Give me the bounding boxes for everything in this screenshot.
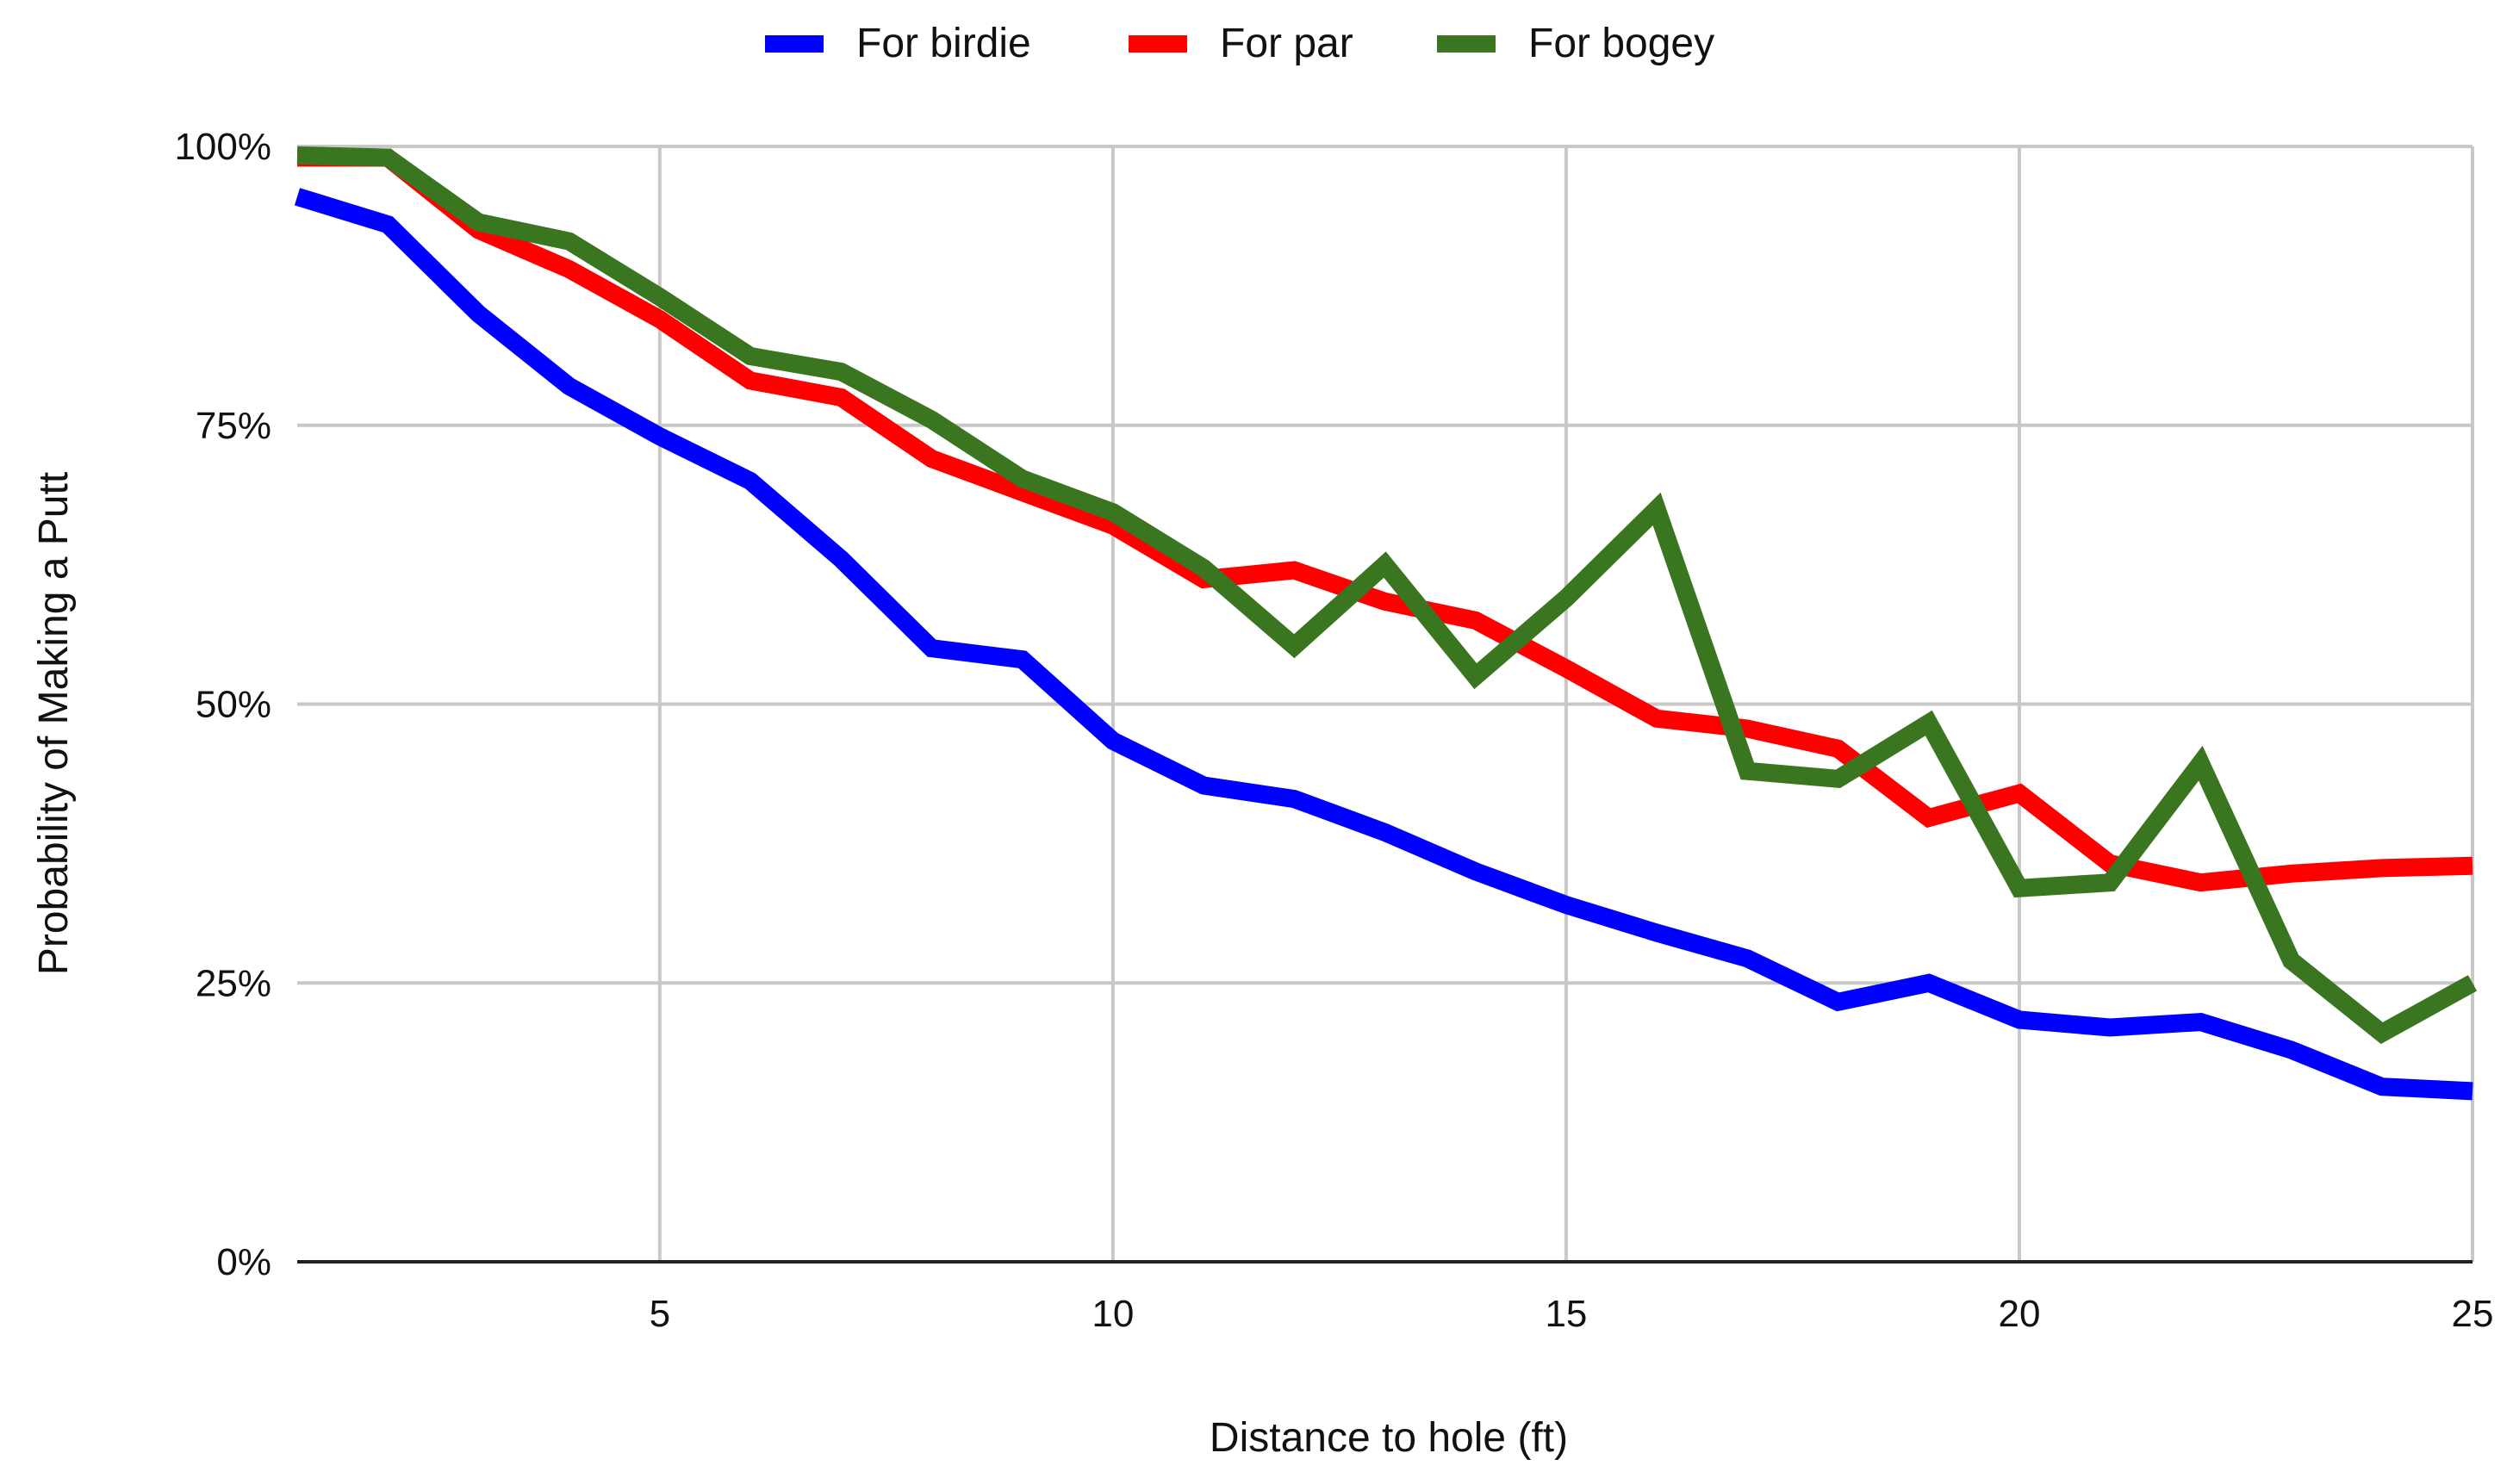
legend-label: For par <box>1220 21 1353 66</box>
y-tick-label: 50% <box>196 684 271 726</box>
x-axis-title: Distance to hole (ft) <box>1210 1415 1568 1461</box>
y-tick-label: 75% <box>196 405 271 447</box>
y-tick-label: 100% <box>174 126 271 168</box>
x-tick-label: 5 <box>650 1293 670 1335</box>
grid <box>297 145 2474 1262</box>
legend-label: For bogey <box>1528 21 1714 66</box>
legend-swatch <box>1129 35 1187 53</box>
series-lines <box>294 146 2478 1101</box>
series-line-for-par <box>297 148 2473 892</box>
legend-item-for-birdie: For birdie <box>765 21 1031 66</box>
y-axis-title: Probability of Making a Putt <box>31 472 77 975</box>
legend-swatch <box>1437 35 1496 53</box>
x-tick-label: 10 <box>1092 1293 1134 1335</box>
legend-label: For birdie <box>856 21 1031 66</box>
y-tick-label: 0% <box>216 1241 271 1283</box>
series-line-for-bogey <box>296 146 2478 1045</box>
legend-item-for-bogey: For bogey <box>1437 21 1714 66</box>
legend-swatch <box>765 35 824 53</box>
x-tick-label: 20 <box>1998 1293 2040 1335</box>
tick-labels: 0% 25% 50% 75% 100% 5 10 15 20 25 <box>174 126 2493 1335</box>
legend: For birdie For par For bogey <box>765 21 1714 66</box>
x-tick-label: 15 <box>1545 1293 1587 1335</box>
y-tick-label: 25% <box>196 962 271 1004</box>
x-tick-label: 25 <box>2452 1293 2494 1335</box>
series-line-for-birdie <box>294 188 2473 1101</box>
legend-item-for-par: For par <box>1129 21 1353 66</box>
